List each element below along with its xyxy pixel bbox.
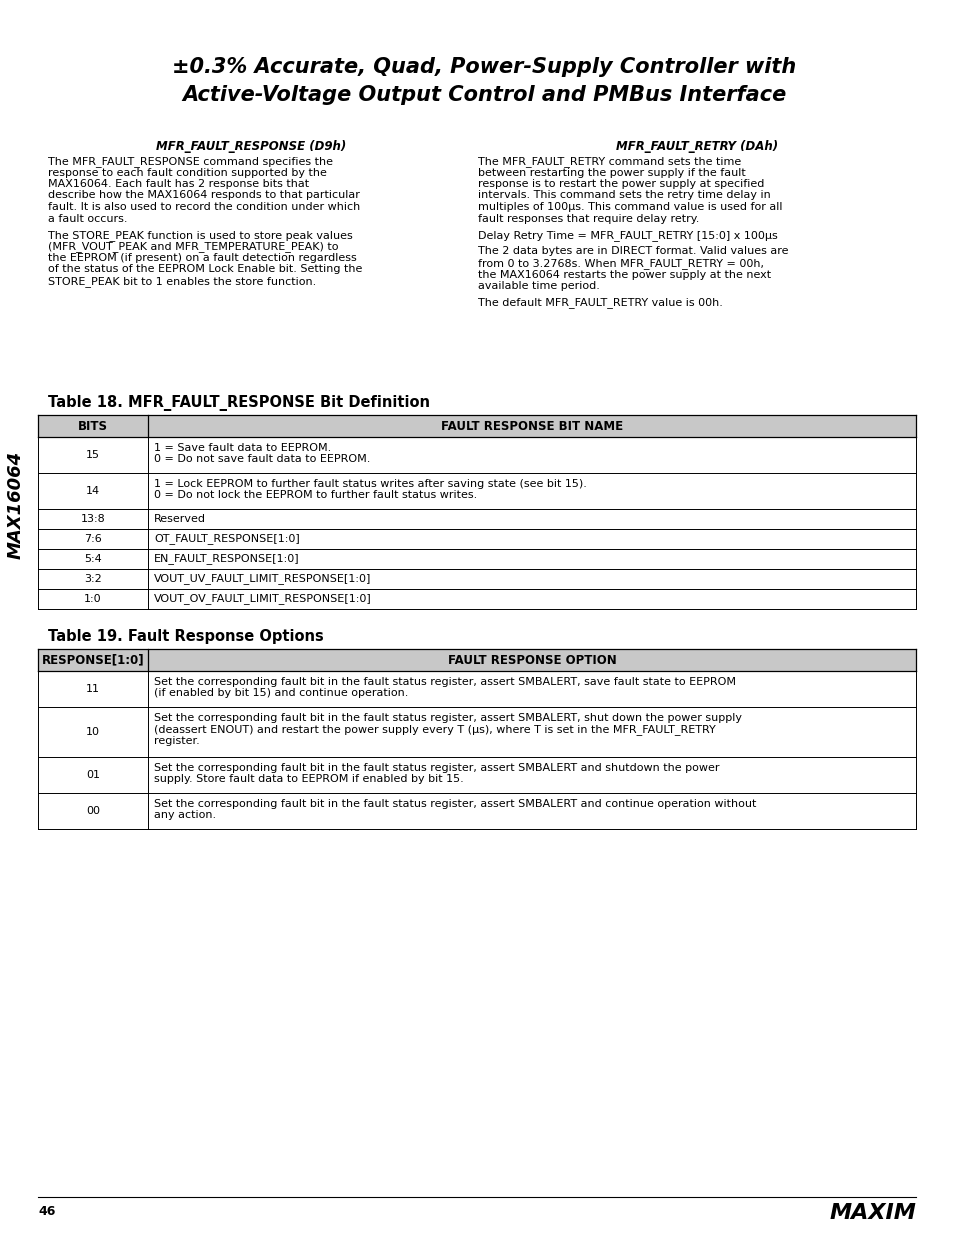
Text: available time period.: available time period. bbox=[477, 282, 599, 291]
Bar bbox=[38, 415, 915, 437]
Text: (if enabled by bit 15) and continue operation.: (if enabled by bit 15) and continue oper… bbox=[153, 688, 408, 699]
Text: intervals. This command sets the retry time delay in: intervals. This command sets the retry t… bbox=[477, 190, 770, 200]
Text: (deassert ENOUT) and restart the power supply every T (μs), where T is set in th: (deassert ENOUT) and restart the power s… bbox=[153, 725, 715, 735]
Text: Set the corresponding fault bit in the fault status register, assert SMBALERT, s: Set the corresponding fault bit in the f… bbox=[153, 713, 741, 722]
Text: Set the corresponding fault bit in the fault status register, assert SMBALERT, s: Set the corresponding fault bit in the f… bbox=[153, 677, 735, 687]
Text: VOUT_UV_FAULT_LIMIT_RESPONSE[1:0]: VOUT_UV_FAULT_LIMIT_RESPONSE[1:0] bbox=[153, 573, 371, 584]
Text: The default MFR_FAULT_RETRY value is 00h.: The default MFR_FAULT_RETRY value is 00h… bbox=[477, 298, 722, 309]
Text: 46: 46 bbox=[38, 1205, 55, 1218]
Text: The STORE_PEAK function is used to store peak values: The STORE_PEAK function is used to store… bbox=[48, 230, 353, 241]
Text: 1 = Save fault data to EEPROM.: 1 = Save fault data to EEPROM. bbox=[153, 443, 331, 453]
Text: MFR_FAULT_RESPONSE (D9h): MFR_FAULT_RESPONSE (D9h) bbox=[156, 140, 346, 153]
Text: MAX16064. Each fault has 2 response bits that: MAX16064. Each fault has 2 response bits… bbox=[48, 179, 309, 189]
Text: Active-Voltage Output Control and PMBus Interface: Active-Voltage Output Control and PMBus … bbox=[182, 85, 785, 105]
Text: 5:4: 5:4 bbox=[84, 555, 102, 564]
Text: BITS: BITS bbox=[78, 420, 108, 432]
Text: MAX16064: MAX16064 bbox=[7, 451, 25, 559]
Text: 11: 11 bbox=[86, 684, 100, 694]
Text: MAXIM: MAXIM bbox=[828, 1203, 915, 1223]
Text: describe how the MAX16064 responds to that particular: describe how the MAX16064 responds to th… bbox=[48, 190, 359, 200]
Text: the MAX16064 restarts the power supply at the next: the MAX16064 restarts the power supply a… bbox=[477, 269, 770, 279]
Text: 13:8: 13:8 bbox=[81, 514, 105, 524]
Text: 00: 00 bbox=[86, 806, 100, 816]
Text: 15: 15 bbox=[86, 450, 100, 459]
Text: supply. Store fault data to EEPROM if enabled by bit 15.: supply. Store fault data to EEPROM if en… bbox=[153, 774, 463, 784]
Text: 3:2: 3:2 bbox=[84, 574, 102, 584]
Text: RESPONSE[1:0]: RESPONSE[1:0] bbox=[42, 653, 144, 667]
Text: any action.: any action. bbox=[153, 810, 216, 820]
Text: register.: register. bbox=[153, 736, 199, 746]
Text: (MFR_VOUT_PEAK and MFR_TEMPERATURE_PEAK) to: (MFR_VOUT_PEAK and MFR_TEMPERATURE_PEAK)… bbox=[48, 242, 338, 252]
Text: Table 19. Fault Response Options: Table 19. Fault Response Options bbox=[48, 629, 323, 643]
Text: OT_FAULT_RESPONSE[1:0]: OT_FAULT_RESPONSE[1:0] bbox=[153, 534, 299, 545]
Text: the EEPROM (if present) on a fault detection regardless: the EEPROM (if present) on a fault detec… bbox=[48, 253, 356, 263]
Text: a fault occurs.: a fault occurs. bbox=[48, 214, 128, 224]
Text: 1:0: 1:0 bbox=[84, 594, 102, 604]
Text: STORE_PEAK bit to 1 enables the store function.: STORE_PEAK bit to 1 enables the store fu… bbox=[48, 275, 315, 287]
Bar bbox=[38, 650, 915, 671]
Text: fault responses that require delay retry.: fault responses that require delay retry… bbox=[477, 214, 699, 224]
Text: 7:6: 7:6 bbox=[84, 534, 102, 543]
Text: Table 18. MFR_FAULT_RESPONSE Bit Definition: Table 18. MFR_FAULT_RESPONSE Bit Definit… bbox=[48, 395, 430, 411]
Text: multiples of 100μs. This command value is used for all: multiples of 100μs. This command value i… bbox=[477, 203, 781, 212]
Text: between restarting the power supply if the fault: between restarting the power supply if t… bbox=[477, 168, 745, 178]
Text: 0 = Do not save fault data to EEPROM.: 0 = Do not save fault data to EEPROM. bbox=[153, 454, 370, 464]
Text: The MFR_FAULT_RETRY command sets the time: The MFR_FAULT_RETRY command sets the tim… bbox=[477, 156, 740, 167]
Text: 01: 01 bbox=[86, 769, 100, 781]
Text: FAULT RESPONSE OPTION: FAULT RESPONSE OPTION bbox=[447, 653, 616, 667]
Text: The MFR_FAULT_RESPONSE command specifies the: The MFR_FAULT_RESPONSE command specifies… bbox=[48, 156, 333, 167]
Text: response to each fault condition supported by the: response to each fault condition support… bbox=[48, 168, 327, 178]
Text: 0 = Do not lock the EEPROM to further fault status writes.: 0 = Do not lock the EEPROM to further fa… bbox=[153, 490, 476, 500]
Text: 10: 10 bbox=[86, 727, 100, 737]
Text: FAULT RESPONSE BIT NAME: FAULT RESPONSE BIT NAME bbox=[440, 420, 622, 432]
Text: VOUT_OV_FAULT_LIMIT_RESPONSE[1:0]: VOUT_OV_FAULT_LIMIT_RESPONSE[1:0] bbox=[153, 594, 372, 604]
Text: from 0 to 3.2768s. When MFR_FAULT_RETRY = 00h,: from 0 to 3.2768s. When MFR_FAULT_RETRY … bbox=[477, 258, 763, 269]
Text: 1 = Lock EEPROM to further fault status writes after saving state (see bit 15).: 1 = Lock EEPROM to further fault status … bbox=[153, 479, 586, 489]
Text: fault. It is also used to record the condition under which: fault. It is also used to record the con… bbox=[48, 203, 360, 212]
Text: 14: 14 bbox=[86, 487, 100, 496]
Text: of the status of the EEPROM Lock Enable bit. Setting the: of the status of the EEPROM Lock Enable … bbox=[48, 264, 362, 274]
Text: Set the corresponding fault bit in the fault status register, assert SMBALERT an: Set the corresponding fault bit in the f… bbox=[153, 763, 719, 773]
Text: Set the corresponding fault bit in the fault status register, assert SMBALERT an: Set the corresponding fault bit in the f… bbox=[153, 799, 756, 809]
Text: The 2 data bytes are in DIRECT format. Valid values are: The 2 data bytes are in DIRECT format. V… bbox=[477, 247, 788, 257]
Text: MFR_FAULT_RETRY (DAh): MFR_FAULT_RETRY (DAh) bbox=[616, 140, 778, 153]
Text: EN_FAULT_RESPONSE[1:0]: EN_FAULT_RESPONSE[1:0] bbox=[153, 553, 299, 564]
Text: ±0.3% Accurate, Quad, Power-Supply Controller with: ±0.3% Accurate, Quad, Power-Supply Contr… bbox=[172, 57, 796, 77]
Text: response is to restart the power supply at specified: response is to restart the power supply … bbox=[477, 179, 763, 189]
Text: Delay Retry Time = MFR_FAULT_RETRY [15:0] x 100μs: Delay Retry Time = MFR_FAULT_RETRY [15:0… bbox=[477, 230, 777, 241]
Text: Reserved: Reserved bbox=[153, 514, 206, 524]
